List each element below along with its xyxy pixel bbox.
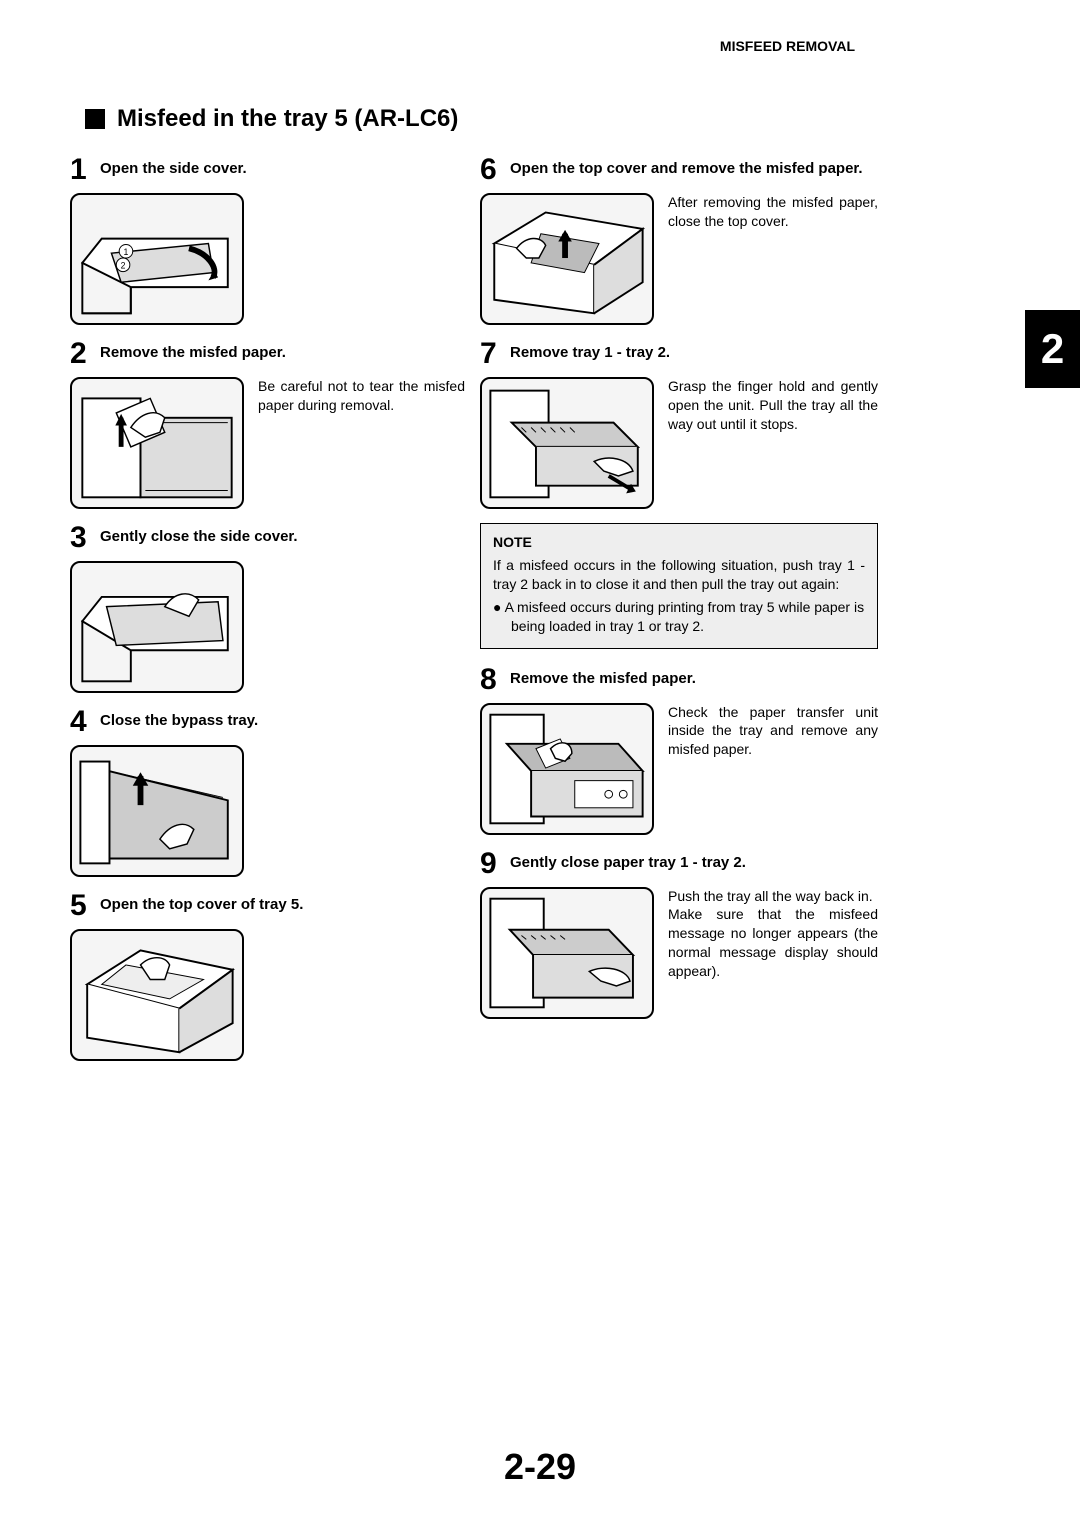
- diagram-close-tray: [480, 887, 654, 1019]
- diagram-open-top-cover: [70, 929, 244, 1061]
- step-title: Remove the misfed paper.: [100, 339, 286, 363]
- step-number: 6: [480, 155, 504, 185]
- step-4: 4 Close the bypass tray.: [70, 707, 465, 877]
- step-title: Close the bypass tray.: [100, 707, 258, 731]
- step-9: 9 Gently close paper tray 1 - tray 2. Pu…: [480, 849, 878, 1019]
- note-text: If a misfeed occurs in the following sit…: [493, 556, 865, 594]
- step-title: Gently close the side cover.: [100, 523, 298, 547]
- step-title: Gently close paper tray 1 - tray 2.: [510, 849, 746, 873]
- diagram-open-side-cover: 12: [70, 193, 244, 325]
- square-bullet-icon: [85, 109, 105, 129]
- step-number: 4: [70, 707, 94, 737]
- step-2: 2 Remove the misfed paper. Be careful no…: [70, 339, 465, 509]
- note-title: NOTE: [493, 534, 865, 550]
- diagram-top-cover-remove-paper: [480, 193, 654, 325]
- step-number: 1: [70, 155, 94, 185]
- step-7: 7 Remove tray 1 - tray 2. Grasp the fing…: [480, 339, 878, 509]
- left-column: 1 Open the side cover. 12 2 Remove the m…: [70, 155, 465, 1075]
- note-box: NOTE If a misfeed occurs in the followin…: [480, 523, 878, 649]
- step-title: Remove tray 1 - tray 2.: [510, 339, 670, 363]
- step-title: Open the top cover of tray 5.: [100, 891, 303, 915]
- step-number: 9: [480, 849, 504, 879]
- note-bullet: ● A misfeed occurs during printing from …: [493, 598, 865, 636]
- diagram-close-bypass-tray: [70, 745, 244, 877]
- step-5: 5 Open the top cover of tray 5.: [70, 891, 465, 1061]
- chapter-tab: 2: [1025, 310, 1080, 388]
- section-title-text: Misfeed in the tray 5 (AR-LC6): [117, 105, 458, 133]
- step-number: 2: [70, 339, 94, 369]
- step-title: Remove the misfed paper.: [510, 665, 696, 689]
- step-title: Open the side cover.: [100, 155, 247, 179]
- step-description: Be careful not to tear the misfed paper …: [258, 377, 465, 415]
- step-number: 7: [480, 339, 504, 369]
- header-label: MISFEED REMOVAL: [720, 38, 855, 54]
- step-number: 3: [70, 523, 94, 553]
- right-column: 6 Open the top cover and remove the misf…: [480, 155, 878, 1033]
- page-number: 2-29: [0, 1446, 1080, 1488]
- diagram-remove-tray: [480, 377, 654, 509]
- step-1: 1 Open the side cover. 12: [70, 155, 465, 325]
- diagram-remove-paper-tray: [480, 703, 654, 835]
- step-number: 8: [480, 665, 504, 695]
- step-description: After removing the misfed paper, close t…: [668, 193, 878, 231]
- note-bullet-text: A misfeed occurs during printing from tr…: [505, 599, 865, 634]
- step-description: Push the tray all the way back in. Make …: [668, 887, 878, 981]
- step-3: 3 Gently close the side cover.: [70, 523, 465, 693]
- step-description: Check the paper transfer unit inside the…: [668, 703, 878, 760]
- step-description: Grasp the finger hold and gently open th…: [668, 377, 878, 434]
- section-title: Misfeed in the tray 5 (AR-LC6): [85, 105, 458, 133]
- step-title: Open the top cover and remove the misfed…: [510, 155, 863, 179]
- svg-text:2: 2: [121, 261, 126, 271]
- step-8: 8 Remove the misfed paper. Check the pap…: [480, 665, 878, 835]
- svg-text:1: 1: [124, 247, 129, 257]
- diagram-remove-paper: [70, 377, 244, 509]
- diagram-close-side-cover: [70, 561, 244, 693]
- manual-page: MISFEED REMOVAL 2 Misfeed in the tray 5 …: [0, 0, 1080, 1528]
- step-6: 6 Open the top cover and remove the misf…: [480, 155, 878, 325]
- step-number: 5: [70, 891, 94, 921]
